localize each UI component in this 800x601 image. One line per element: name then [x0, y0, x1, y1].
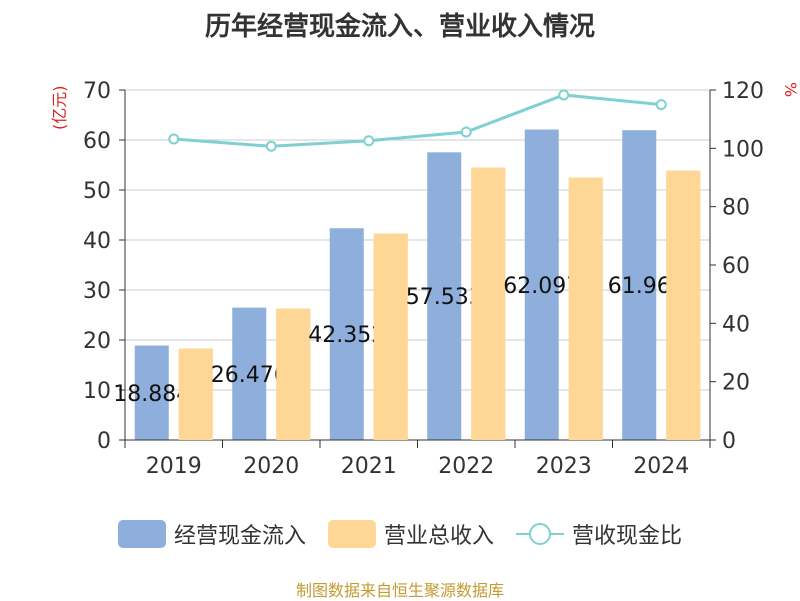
x-tick-label: 2019 — [146, 454, 202, 479]
x-tick-label: 2024 — [633, 454, 689, 479]
bar-revenue-overlay — [568, 177, 603, 440]
right-tick-label: 40 — [722, 312, 750, 337]
line-cash-ratio — [173, 93, 662, 148]
bar-revenue-overlay — [666, 170, 701, 440]
left-tick-label: 10 — [83, 379, 111, 404]
data-source: 制图数据来自恒生聚源数据库 — [295, 581, 504, 600]
point-cash-ratio — [655, 99, 667, 111]
bar-cash-inflow — [134, 345, 169, 440]
legend-item-cash-ratio[interactable]: 营收现金比 — [516, 518, 682, 550]
legend-label-cash-ratio: 营收现金比 — [572, 524, 683, 549]
chart-title: 历年经营现金流入、营业收入情况 — [204, 12, 595, 42]
data-label-cash-inflow: 61.96 — [608, 274, 671, 299]
left-tick-label: 0 — [97, 429, 111, 454]
bar-revenue-overlay — [178, 348, 213, 440]
bar-cash-inflow — [524, 129, 559, 440]
data-label-cash-inflow: 57.533 — [406, 285, 483, 310]
right-tick-label: 120 — [722, 79, 764, 104]
point-cash-ratio — [363, 135, 375, 147]
left-tick-label: 60 — [83, 129, 111, 154]
right-tick-label: 80 — [722, 196, 750, 221]
x-tick-label: 2021 — [341, 454, 397, 479]
right-tick-label: 0 — [722, 429, 736, 454]
bar-cash-inflow — [329, 228, 364, 440]
legend-label-cash-inflow: 经营现金流入 — [173, 524, 306, 549]
data-label-cash-inflow: 18.884 — [113, 382, 190, 407]
right-tick-label: 100 — [722, 137, 764, 162]
bar-revenue-overlay — [276, 308, 311, 440]
legend-swatch-cash-inflow — [117, 520, 166, 548]
point-cash-ratio — [460, 126, 472, 138]
legend: 经营现金流入 营业总收入 营收现金比 — [0, 514, 800, 554]
legend-label-revenue: 营业总收入 — [383, 524, 494, 549]
legend-item-revenue[interactable]: 营业总收入 — [327, 518, 494, 550]
x-tick-label: 2022 — [438, 454, 494, 479]
right-tick-label: 60 — [722, 254, 750, 279]
left-tick-label: 70 — [83, 79, 111, 104]
left-tick-label: 20 — [83, 329, 111, 354]
x-tick-label: 2023 — [536, 454, 592, 479]
legend-swatch-cash-ratio — [516, 520, 564, 548]
data-label-cash-inflow: 42.352 — [308, 323, 385, 348]
bar-cash-inflow — [427, 152, 462, 440]
data-label-cash-inflow: 26.476 — [211, 363, 288, 388]
point-cash-ratio — [265, 140, 277, 152]
legend-item-cash-inflow[interactable]: 经营现金流入 — [117, 518, 306, 550]
right-tick-label: 20 — [722, 371, 750, 396]
bar-cash-inflow — [622, 130, 657, 440]
bar-revenue-overlay — [373, 233, 408, 440]
data-label-cash-inflow: 62.097 — [503, 274, 580, 299]
x-tick-label: 2020 — [243, 454, 299, 479]
legend-swatch-revenue — [327, 520, 376, 548]
left-tick-label: 50 — [83, 179, 111, 204]
point-cash-ratio — [558, 89, 570, 101]
left-tick-label: 40 — [83, 229, 111, 254]
point-cash-ratio — [168, 133, 180, 145]
left-tick-label: 30 — [83, 279, 111, 304]
bar-revenue-overlay — [471, 167, 506, 440]
bar-cash-inflow — [232, 307, 267, 440]
